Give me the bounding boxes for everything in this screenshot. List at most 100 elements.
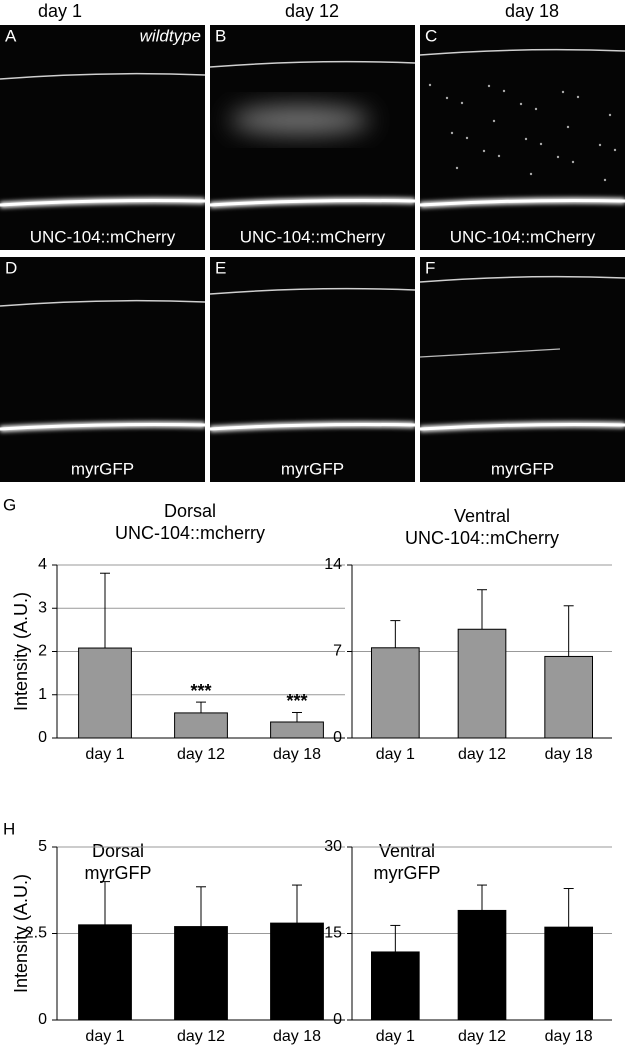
bar [78, 647, 132, 739]
panel-letter: D [5, 258, 17, 277]
neurite [419, 348, 561, 358]
y-tick-label: 2.5 [25, 925, 47, 942]
ventral-cord [0, 423, 206, 431]
y-axis-label: Intensity (A.U.) [11, 592, 31, 711]
column-header: day 12 [285, 1, 339, 21]
y-tick-label: 0 [333, 1011, 342, 1028]
y-tick-label: 5 [38, 838, 47, 855]
y-tick-label: 3 [38, 599, 47, 616]
column-header: day 18 [505, 1, 559, 21]
bar [371, 951, 420, 1021]
panel-letter: F [425, 258, 435, 277]
x-tick-label: day 12 [177, 746, 225, 763]
x-tick-label: day 1 [376, 746, 415, 763]
dorsal-cord [0, 72, 206, 80]
bar [270, 922, 324, 1021]
puncta [445, 96, 449, 100]
chart-subtitle: myrGFP [85, 863, 152, 883]
bar [457, 909, 507, 1021]
chart-subtitle: myrGFP [374, 863, 441, 883]
puncta [492, 119, 496, 123]
x-tick-label: day 18 [545, 1028, 593, 1045]
dorsal-cord [0, 299, 206, 307]
ventral-cord [209, 423, 416, 431]
y-tick-label: 15 [324, 925, 342, 942]
puncta [571, 160, 575, 164]
puncta [566, 125, 570, 129]
puncta [428, 83, 432, 87]
bar [270, 721, 324, 739]
puncta [524, 137, 528, 141]
dorsal-cord [209, 60, 416, 68]
puncta [613, 148, 617, 152]
micrograph [210, 257, 415, 482]
chart-subtitle: UNC-104::mCherry [405, 528, 559, 548]
dorsal-cord [419, 48, 626, 56]
puncta [556, 155, 560, 159]
puncta [455, 166, 459, 170]
puncta [534, 107, 538, 111]
puncta [450, 131, 454, 135]
image-label: UNC-104::mCherry [240, 227, 386, 246]
puncta [603, 178, 607, 182]
chart-subtitle: UNC-104::mcherry [115, 523, 265, 543]
bar [174, 712, 228, 739]
bar [174, 926, 228, 1021]
puncta [608, 113, 612, 117]
x-tick-label: day 12 [177, 1028, 225, 1045]
puncta [460, 101, 464, 105]
dorsal-cord [209, 287, 416, 295]
bar [371, 647, 420, 739]
x-tick-label: day 12 [458, 746, 506, 763]
y-tick-label: 2 [38, 643, 47, 660]
column-header: day 1 [38, 1, 82, 21]
micrograph [0, 257, 205, 482]
x-tick-label: day 1 [376, 1028, 415, 1045]
y-tick-label: 0 [333, 729, 342, 746]
x-tick-label: day 1 [85, 746, 124, 763]
puncta [561, 90, 565, 94]
y-tick-label: 30 [324, 838, 342, 855]
y-tick-label: 0 [38, 1011, 47, 1028]
chart-title: Ventral [379, 841, 435, 861]
micrograph [420, 25, 625, 250]
image-label: myrGFP [281, 459, 344, 478]
bar [457, 628, 507, 739]
dorsal-cord [419, 275, 626, 283]
x-tick-label: day 18 [545, 746, 593, 763]
image-note: wildtype [140, 26, 201, 45]
bar [78, 924, 132, 1021]
y-tick-label: 4 [38, 556, 47, 573]
image-label: myrGFP [71, 459, 134, 478]
panel-letter: E [215, 258, 226, 277]
y-axis-label: Intensity (A.U.) [11, 874, 31, 993]
ventral-cord [209, 199, 416, 207]
micrograph [210, 25, 415, 250]
haze [230, 106, 370, 134]
image-label: UNC-104::mCherry [30, 227, 176, 246]
puncta [576, 95, 580, 99]
ventral-cord [0, 199, 206, 207]
panel-letter: H [3, 819, 15, 838]
panel-letter: G [3, 495, 16, 514]
y-tick-label: 0 [38, 729, 47, 746]
puncta [482, 149, 486, 153]
puncta [539, 142, 543, 146]
x-tick-label: day 18 [273, 1028, 321, 1045]
bar [544, 655, 593, 739]
y-tick-label: 1 [38, 686, 47, 703]
puncta [529, 172, 533, 176]
micrograph [0, 25, 205, 250]
ventral-cord [419, 199, 626, 207]
chart-title: Dorsal [164, 501, 216, 521]
micrograph [420, 257, 625, 482]
puncta [487, 84, 491, 88]
panel-letter: A [5, 26, 17, 45]
x-tick-label: day 1 [85, 1028, 124, 1045]
x-tick-label: day 18 [273, 746, 321, 763]
puncta [598, 143, 602, 147]
chart-title: Dorsal [92, 841, 144, 861]
x-tick-label: day 12 [458, 1028, 506, 1045]
y-tick-label: 7 [333, 643, 342, 660]
significance-label: *** [190, 681, 211, 701]
